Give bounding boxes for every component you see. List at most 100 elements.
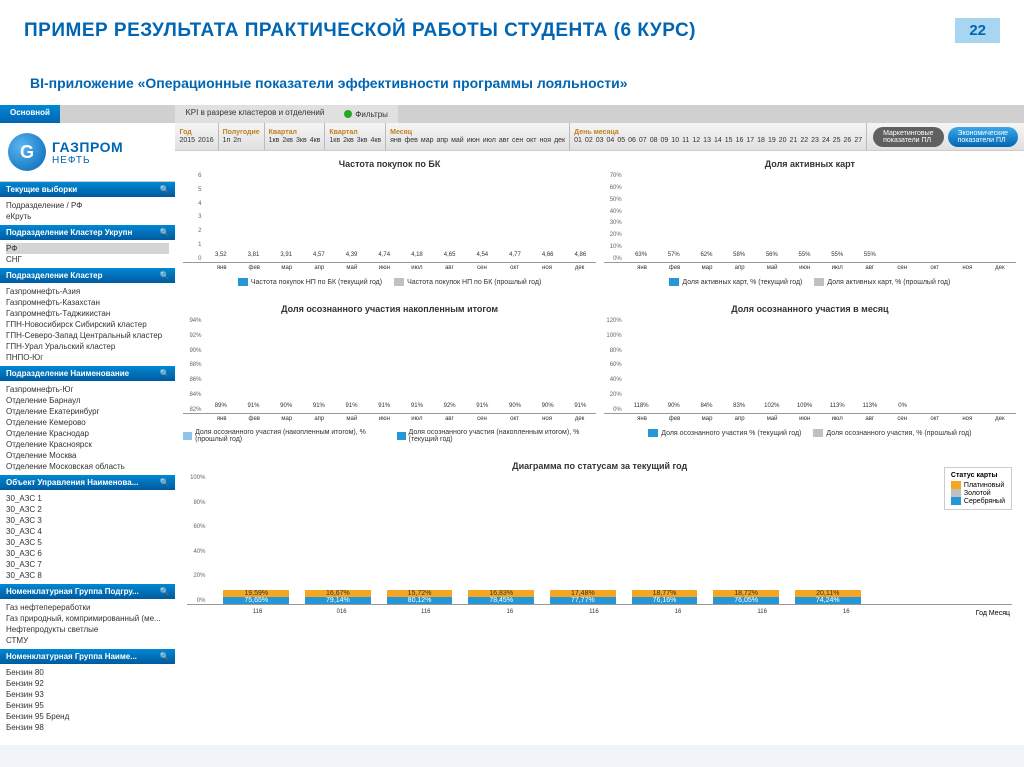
legend-item: Доля осознанного участия (накопленным ит… bbox=[397, 429, 596, 443]
legend-item: Доля активных карт, % (текущий год) bbox=[669, 278, 802, 286]
main-tabs: KPI в разрезе кластеров и отделений Филь… bbox=[175, 105, 1024, 123]
chart5-title: Диаграмма по статусам за текущий год bbox=[187, 457, 1012, 475]
page-subtitle: BI-приложение «Операционные показатели э… bbox=[0, 61, 1024, 105]
search-icon[interactable]: 🔍 bbox=[159, 587, 169, 596]
list-item[interactable]: Отделение Барнаул bbox=[6, 395, 169, 406]
list-item[interactable]: 30_АЗС 5 bbox=[6, 537, 169, 548]
list-item[interactable]: 30_АЗС 1 bbox=[6, 493, 169, 504]
list-item[interactable]: Газпромнефть-Азия bbox=[6, 286, 169, 297]
list-item[interactable]: Газпромнефть-Таджикистан bbox=[6, 308, 169, 319]
top-filters: Год20152016Полугодие1п2пКвартал1кв2кв3кв… bbox=[175, 123, 1024, 151]
list-item[interactable]: 30_АЗС 7 bbox=[6, 559, 169, 570]
list-item[interactable]: Бензин 93 bbox=[6, 689, 169, 700]
panel-body-cluster_ukru: РФСНГ bbox=[0, 240, 175, 268]
legend-item: Доля осознанного участия, % (прошлый год… bbox=[813, 429, 971, 437]
filter-q2[interactable]: Квартал1кв2кв3кв4кв bbox=[325, 123, 386, 150]
marketing-button[interactable]: Маркетинговые показатели ПЛ bbox=[873, 127, 943, 147]
legend-title: Статус карты bbox=[951, 472, 1005, 479]
page-number-badge: 22 bbox=[955, 18, 1000, 43]
list-item[interactable]: ГПН-Новосибирск Сибирский кластер bbox=[6, 319, 169, 330]
list-item[interactable]: 30_АЗС 3 bbox=[6, 515, 169, 526]
list-item[interactable]: 30_АЗС 8 bbox=[6, 570, 169, 581]
economic-button[interactable]: Экономические показатели ПЛ bbox=[948, 127, 1018, 147]
stacked-bar: 20,11% 74,24% bbox=[795, 590, 861, 604]
status-legend: Статус карты ПлатиновыйЗолотойСеребряный bbox=[944, 467, 1012, 510]
list-item[interactable]: СНГ bbox=[6, 254, 169, 265]
list-item[interactable]: Газпромнефть-Казахстан bbox=[6, 297, 169, 308]
list-item[interactable]: Бензин 92 bbox=[6, 678, 169, 689]
list-item[interactable]: Отделение Краснодар bbox=[6, 428, 169, 439]
legend-item: Серебряный bbox=[951, 497, 1005, 505]
list-item[interactable]: Газ нефтепереработки bbox=[6, 602, 169, 613]
list-item[interactable]: Отделение Кемерово bbox=[6, 417, 169, 428]
list-item[interactable]: 30_АЗС 2 bbox=[6, 504, 169, 515]
list-item[interactable]: ПНПО-Юг bbox=[6, 352, 169, 363]
list-item[interactable]: ГПН-Урал Уральский кластер bbox=[6, 341, 169, 352]
legend-item: Доля осознанного участия % (текущий год) bbox=[648, 429, 801, 437]
legend-item: Частота покупок НП по БК (прошлый год) bbox=[394, 278, 541, 286]
list-item[interactable]: Газпромнефть-Юг bbox=[6, 384, 169, 395]
logo-icon: G bbox=[8, 133, 46, 171]
list-item[interactable]: Бензин 95 bbox=[6, 700, 169, 711]
filter-day[interactable]: День месяца01020304050607080910111213141… bbox=[570, 123, 867, 150]
filter-half[interactable]: Полугодие1п2п bbox=[219, 123, 265, 150]
list-item[interactable]: Отделение Красноярск bbox=[6, 439, 169, 450]
list-item[interactable]: 30_АЗС 6 bbox=[6, 548, 169, 559]
panel-body-obj: 30_АЗС 130_АЗС 230_АЗС 330_АЗС 430_АЗС 5… bbox=[0, 490, 175, 584]
list-item[interactable]: Отделение Московская область bbox=[6, 461, 169, 472]
list-item[interactable]: Бензин 80 bbox=[6, 667, 169, 678]
search-icon[interactable]: 🔍 bbox=[159, 369, 169, 378]
panel-header-nomgrp[interactable]: Номенклатурная Группа Подгру...🔍 bbox=[0, 584, 175, 599]
list-item[interactable]: 30_АЗС 4 bbox=[6, 526, 169, 537]
logo-line1: ГАЗПРОМ bbox=[52, 139, 123, 155]
search-icon[interactable]: 🔍 bbox=[159, 228, 169, 237]
tab-main[interactable]: Основной bbox=[0, 105, 60, 123]
search-icon[interactable]: 🔍 bbox=[159, 478, 169, 487]
tab-filters[interactable]: Фильтры bbox=[334, 105, 398, 123]
list-item[interactable]: Газ природный, компримированный (ме... bbox=[6, 613, 169, 624]
stacked-bar: 15,72% 80,12% bbox=[387, 590, 453, 604]
search-icon[interactable]: 🔍 bbox=[159, 185, 169, 194]
filter-dot-icon bbox=[344, 110, 352, 118]
panel-body-nomgrp: Газ нефтепереработкиГаз природный, компр… bbox=[0, 599, 175, 649]
chart-active-cards: Доля активных карт 70%60%50%40%30%20%10%… bbox=[604, 155, 1016, 292]
logo-line2: НЕФТЬ bbox=[52, 155, 123, 166]
panel-header-selection[interactable]: Текущие выборки🔍 bbox=[0, 182, 175, 197]
search-icon[interactable]: 🔍 bbox=[159, 652, 169, 661]
stacked-bar: 18,77% 76,16% bbox=[632, 590, 698, 604]
panel-header-obj[interactable]: Объект Управления Наименова...🔍 bbox=[0, 475, 175, 490]
list-item[interactable]: Бензин 95 Бренд bbox=[6, 711, 169, 722]
tab-kpi[interactable]: KPI в разрезе кластеров и отделений bbox=[175, 105, 334, 123]
side-tabs: Основной bbox=[0, 105, 175, 123]
stacked-bar: 16,67% 79,14% bbox=[305, 590, 371, 604]
legend-item: Доля осознанного участия (накопленным ит… bbox=[183, 429, 384, 443]
panel-header-cluster[interactable]: Подразделение Кластер🔍 bbox=[0, 268, 175, 283]
search-icon[interactable]: 🔍 bbox=[159, 271, 169, 280]
panel-header-naming[interactable]: Подразделение Наименование🔍 bbox=[0, 366, 175, 381]
filter-month[interactable]: Месяцянвфевмарапрмайиюниюлавгсеноктнояде… bbox=[386, 123, 570, 150]
chart2-title: Доля активных карт bbox=[604, 155, 1016, 173]
filter-year[interactable]: Год20152016 bbox=[175, 123, 218, 150]
panel-body-naming: Газпромнефть-ЮгОтделение БарнаулОтделени… bbox=[0, 381, 175, 475]
filter-q1[interactable]: Квартал1кв2кв3кв4кв bbox=[265, 123, 326, 150]
list-item[interactable]: Бензин 98 bbox=[6, 722, 169, 733]
panel-header-nomname[interactable]: Номенклатурная Группа Наиме...🔍 bbox=[0, 649, 175, 664]
chart4-title: Доля осознанного участия в месяц bbox=[604, 300, 1016, 318]
page-title: ПРИМЕР РЕЗУЛЬТАТА ПРАКТИЧЕСКОЙ РАБОТЫ СТ… bbox=[24, 20, 696, 42]
list-item[interactable]: Подразделение / РФ bbox=[6, 200, 169, 211]
stacked-bar: 18,72% 76,05% bbox=[713, 590, 779, 604]
panel-body-cluster: Газпромнефть-АзияГазпромнефть-КазахстанГ… bbox=[0, 283, 175, 366]
list-item[interactable]: Нефтепродукты светлые bbox=[6, 624, 169, 635]
stacked-bar: 17,48% 77,77% bbox=[550, 590, 616, 604]
stacked-bar: 16,83% 78,45% bbox=[468, 590, 534, 604]
panel-body-selection: Подразделение / РФеКруть bbox=[0, 197, 175, 225]
chart-participation-cumulative: Доля осознанного участия накопленным ито… bbox=[183, 300, 595, 449]
panel-header-cluster_ukru[interactable]: Подразделение Кластер Укрупн🔍 bbox=[0, 225, 175, 240]
list-item[interactable]: РФ bbox=[6, 243, 169, 254]
list-item[interactable]: Отделение Москва bbox=[6, 450, 169, 461]
list-item[interactable]: еКруть bbox=[6, 211, 169, 222]
list-item[interactable]: Отделение Екатеринбург bbox=[6, 406, 169, 417]
chart-status: Диаграмма по статусам за текущий год 100… bbox=[175, 453, 1024, 619]
list-item[interactable]: СТМУ bbox=[6, 635, 169, 646]
list-item[interactable]: ГПН-Северо-Запад Центральный кластер bbox=[6, 330, 169, 341]
